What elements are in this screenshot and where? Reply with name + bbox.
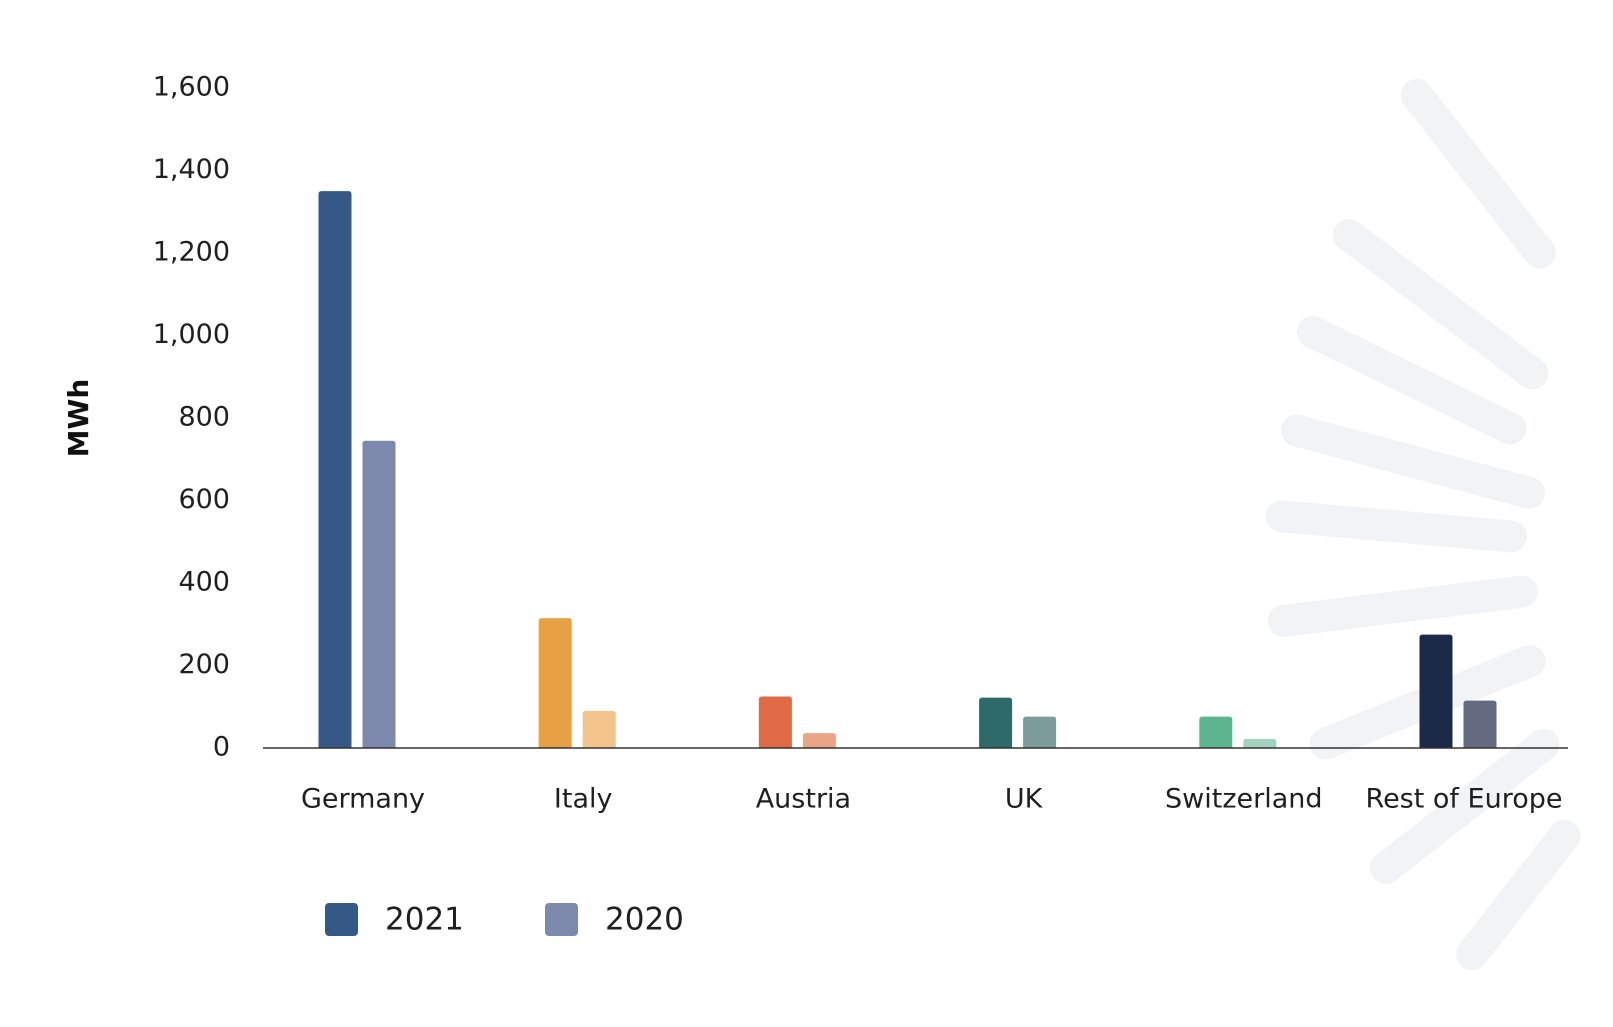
y-tick-label: 400 <box>178 567 230 598</box>
sunburst-ray <box>1281 414 1545 509</box>
x-tick-label: Germany <box>301 784 425 815</box>
bar-germany-2021 <box>318 191 352 748</box>
y-tick-label: 1,200 <box>153 237 230 268</box>
y-tick-label: 1,600 <box>153 72 230 103</box>
bar-rest-of-europe-2020 <box>1463 700 1497 748</box>
y-tick-label: 600 <box>178 484 230 515</box>
y-tick-label: 200 <box>178 649 230 680</box>
bars <box>318 191 1497 748</box>
bar-austria-2021 <box>758 696 792 748</box>
y-tick-label: 0 <box>213 732 230 763</box>
sunburst-ray <box>1296 316 1527 445</box>
y-tick-label: 800 <box>178 402 230 433</box>
bar-switzerland-2020 <box>1243 738 1277 748</box>
bar-uk-2021 <box>979 697 1013 748</box>
y-axis-label: MWh <box>62 379 95 458</box>
x-tick-label: Switzerland <box>1165 784 1323 815</box>
bar-italy-2021 <box>538 618 572 748</box>
legend-label-2021: 2021 <box>385 902 464 938</box>
bar-uk-2020 <box>1023 716 1057 748</box>
x-tick-label: Austria <box>756 784 851 815</box>
bar-austria-2020 <box>802 733 836 748</box>
decorative-sunburst <box>1265 79 1581 971</box>
y-axis: 0 200 400 600 800 1,000 1,200 1,400 1,600 <box>153 72 230 763</box>
legend-label-2020: 2020 <box>605 902 684 938</box>
sunburst-ray <box>1265 500 1528 553</box>
sunburst-ray <box>1332 219 1549 390</box>
x-tick-label: Rest of Europe <box>1366 784 1563 815</box>
bar-switzerland-2021 <box>1199 716 1233 748</box>
legend-swatch-2020 <box>545 903 578 936</box>
y-tick-label: 1,000 <box>153 319 230 350</box>
y-tick-label: 1,400 <box>153 154 230 185</box>
x-axis: Germany Italy Austria UK Switzerland Rest of … <box>301 784 1563 815</box>
bar-rest-of-europe-2021 <box>1419 634 1453 748</box>
x-tick-label: Italy <box>554 784 613 815</box>
sunburst-ray <box>1400 79 1556 269</box>
bar-italy-2020 <box>582 710 616 748</box>
sunburst-ray <box>1267 575 1538 637</box>
legend: 2021 2020 <box>325 902 684 938</box>
bar-germany-2020 <box>362 440 396 748</box>
sunburst-ray <box>1369 728 1560 884</box>
sunburst-ray <box>1456 819 1581 971</box>
x-tick-label: UK <box>1005 784 1044 815</box>
legend-swatch-2021 <box>325 903 358 936</box>
